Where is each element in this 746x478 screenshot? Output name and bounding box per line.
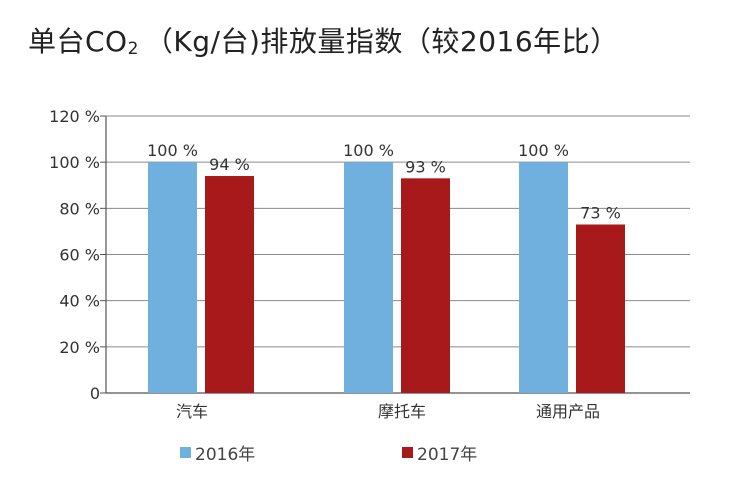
x-category-label: 通用产品	[536, 402, 600, 421]
x-category-label: 汽车	[176, 402, 208, 421]
bar-2016年-摩托车	[344, 162, 393, 393]
bar-2016年-通用产品	[519, 162, 568, 393]
legend-swatch-2016	[180, 447, 191, 458]
x-category-label: 摩托车	[378, 402, 426, 421]
y-tick-label: 100 %	[49, 153, 100, 172]
bar-2016年-汽车	[148, 162, 197, 393]
data-label: 100 %	[518, 141, 569, 160]
y-tick-label: 80 %	[59, 199, 100, 218]
legend-label-2017: 2017年	[417, 445, 478, 465]
data-label: 93 %	[405, 157, 446, 176]
data-label: 100 %	[147, 141, 198, 160]
bar-2017年-摩托车	[401, 178, 450, 393]
y-tick-label: 20 %	[59, 338, 100, 357]
y-tick-label: 40 %	[59, 292, 100, 311]
legend-label-2016: 2016年	[195, 445, 256, 465]
legend-item-2017: 2017年	[402, 440, 477, 465]
y-tick-label: 120 %	[49, 107, 100, 126]
chart-title-rest: （Kg/台)排放量指数（较2016年比）	[144, 25, 619, 58]
y-tick-label: 0	[90, 384, 100, 403]
chart-title-subscript: 2	[127, 39, 139, 59]
bar-2017年-通用产品	[576, 224, 625, 393]
chart-title-main: 单台CO	[28, 25, 128, 58]
bar-2017年-汽车	[205, 176, 254, 393]
data-label: 94 %	[209, 155, 250, 174]
data-label: 73 %	[580, 203, 621, 222]
legend-item-2016: 2016年	[180, 440, 255, 465]
y-tick-label: 60 %	[59, 246, 100, 265]
legend-swatch-2017	[402, 447, 413, 458]
chart-title: 单台CO2 （Kg/台)排放量指数（较2016年比）	[28, 20, 619, 60]
data-label: 100 %	[343, 141, 394, 160]
